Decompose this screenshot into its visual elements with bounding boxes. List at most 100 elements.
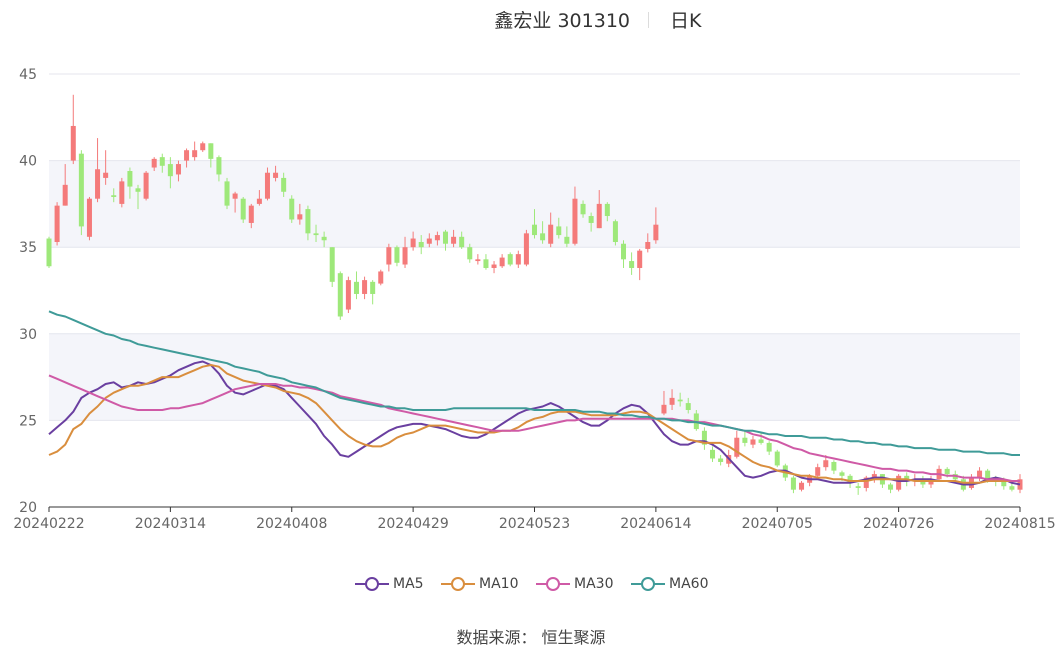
candle: [167, 157, 173, 189]
candle: [127, 167, 133, 199]
candle-body: [313, 233, 319, 236]
candle: [345, 276, 351, 314]
stock-title: 鑫宏业 301310: [494, 10, 630, 32]
candle: [321, 231, 327, 248]
candle-body: [653, 224, 659, 241]
x-tick-label: 20240429: [377, 516, 448, 532]
candle-body: [95, 169, 101, 199]
candle-body: [758, 439, 764, 443]
legend-marker-icon: [441, 577, 475, 591]
candle-body: [637, 250, 643, 268]
candle: [86, 196, 92, 241]
candle: [208, 143, 214, 168]
candle: [677, 392, 683, 407]
title-divider: [648, 12, 649, 28]
candle: [362, 276, 368, 300]
candle: [523, 229, 529, 267]
candle: [645, 233, 651, 253]
legend-marker-icon: [536, 577, 570, 591]
candle: [710, 446, 716, 462]
candle-body: [151, 158, 157, 168]
candle: [734, 430, 740, 459]
candle: [790, 475, 796, 494]
candle: [629, 252, 635, 275]
candle: [313, 224, 319, 243]
candle-body: [442, 231, 449, 244]
candle-body: [232, 193, 238, 199]
x-tick-label: 20240614: [620, 516, 691, 532]
candle-body: [273, 172, 279, 178]
legend-label: MA30: [574, 576, 614, 592]
x-tick-label: 20240705: [742, 516, 813, 532]
candle-body: [863, 477, 869, 488]
candle-body: [418, 242, 424, 248]
candle-body: [256, 198, 262, 204]
candle: [661, 390, 667, 416]
candle-body: [612, 221, 618, 243]
candle: [442, 229, 449, 251]
candle: [596, 190, 602, 229]
candle-body: [847, 475, 853, 483]
candle-body: [701, 430, 707, 445]
candle-body: [426, 238, 432, 244]
candle: [378, 269, 384, 286]
candle-body: [483, 259, 489, 268]
candle-body: [677, 399, 683, 402]
y-tick-label: 40: [19, 154, 37, 170]
candle: [305, 205, 311, 241]
candle: [418, 235, 424, 255]
candle: [888, 482, 894, 494]
candle: [240, 196, 246, 223]
legend-item-ma60[interactable]: MA60: [631, 572, 708, 596]
candle-body: [499, 257, 505, 267]
candle-body: [216, 157, 222, 175]
candle: [256, 190, 262, 206]
candle: [855, 482, 861, 495]
ma30-line: [48, 374, 1020, 482]
candle: [758, 432, 764, 445]
candle-body: [402, 247, 408, 265]
candle: [451, 229, 457, 248]
data-source: 数据来源： 恒生聚源: [456, 628, 606, 647]
candle-body: [515, 254, 521, 265]
candle: [799, 481, 805, 492]
candle: [491, 261, 497, 274]
candle: [78, 150, 84, 236]
candle: [224, 177, 230, 210]
candle-body: [540, 233, 546, 241]
legend-label: MA10: [479, 576, 519, 592]
y-tick-label: 30: [19, 327, 37, 343]
legend-item-ma10[interactable]: MA10: [441, 572, 518, 596]
candle: [216, 155, 222, 182]
candle-body: [175, 164, 181, 175]
candle: [273, 165, 279, 182]
candle-body: [1009, 486, 1015, 490]
candle: [329, 247, 335, 288]
candle-body: [531, 224, 538, 236]
x-tick-label: 20240523: [499, 516, 570, 532]
candle-body: [289, 198, 295, 220]
legend-item-ma30[interactable]: MA30: [536, 572, 613, 596]
candle: [95, 138, 101, 203]
plot-band: [49, 333, 1020, 421]
candle-body: [127, 170, 133, 187]
chart-header: 鑫宏业 301310 日K: [0, 6, 1062, 34]
candle: [564, 226, 570, 248]
y-tick-label: 25: [19, 413, 37, 429]
candle: [507, 252, 513, 267]
candle: [637, 248, 643, 281]
candle-body: [710, 449, 716, 459]
candle: [426, 233, 432, 248]
candle: [459, 231, 465, 249]
period-label[interactable]: 日K: [670, 10, 702, 32]
candle-body: [337, 273, 343, 317]
candle: [248, 203, 254, 229]
candle-body: [248, 205, 254, 223]
candle: [499, 254, 505, 268]
ma-lines: [48, 310, 1021, 486]
candle-body: [321, 236, 327, 241]
candle-body: [669, 397, 675, 405]
legend-item-ma5[interactable]: MA5: [355, 572, 424, 596]
candle-body: [167, 164, 173, 177]
candle-body: [944, 468, 950, 475]
